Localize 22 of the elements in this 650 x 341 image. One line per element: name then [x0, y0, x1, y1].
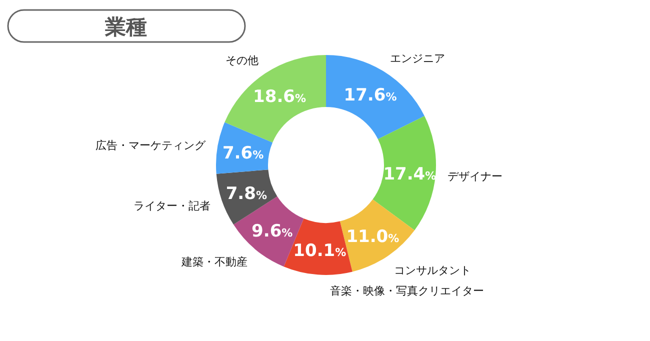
slice-label: デザイナー — [448, 170, 503, 183]
slice-label: その他 — [226, 54, 259, 68]
data-label: 7.6% — [222, 144, 264, 164]
data-label: 17.4% — [383, 164, 436, 184]
chart-title: 業種 — [104, 15, 147, 39]
donut-slice — [372, 116, 436, 230]
slice-label: コンサルタント — [394, 264, 471, 277]
slice-label: 建築・不動産 — [180, 256, 248, 269]
donut-slice — [216, 170, 278, 225]
slice-label: 広告・マーケティング — [96, 139, 207, 152]
data-label: 10.1% — [293, 240, 346, 261]
data-label: 17.6% — [344, 86, 397, 106]
slice-label: 音楽・映像・写真クリエイター — [330, 284, 484, 298]
data-label: 7.8% — [226, 184, 268, 204]
donut-slice — [216, 122, 273, 174]
slice-label: ライター・記者 — [133, 199, 210, 212]
data-label: 9.6% — [252, 221, 293, 242]
data-label: 11.0% — [346, 226, 400, 247]
slice-label: エンジニア — [390, 52, 446, 65]
donut-slice — [326, 55, 424, 140]
donut-slice — [224, 55, 326, 142]
data-label: 18.6% — [253, 87, 306, 108]
